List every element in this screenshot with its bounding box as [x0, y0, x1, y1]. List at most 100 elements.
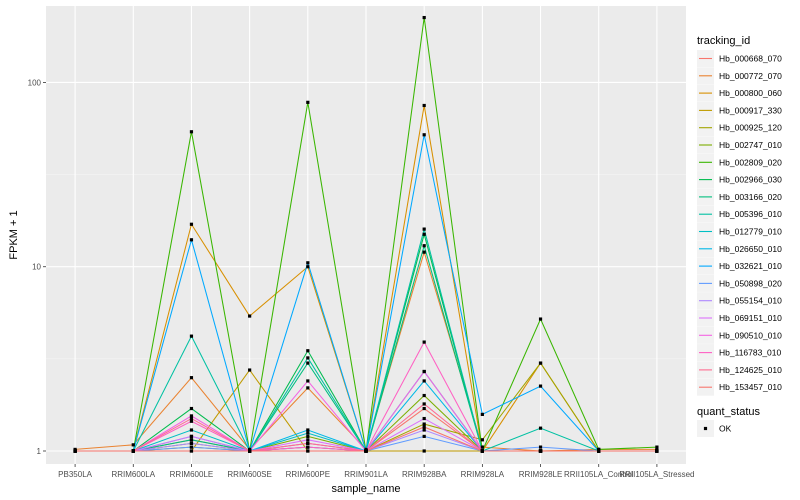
- y-axis: 1 10 100: [28, 78, 46, 456]
- data-point-Hb_012779_010: [189, 428, 194, 432]
- data-point-Hb_000772_070: [306, 386, 310, 390]
- data-point-Hb_050898_020: [189, 445, 194, 449]
- x-axis-title: sample_name: [331, 483, 400, 495]
- x-tick-label: RRII105LA_Stressed: [619, 470, 694, 479]
- data-point-Hb_002809_020: [655, 445, 659, 449]
- data-point-Hb_032621_010: [189, 238, 194, 242]
- y-tick-label: 1: [37, 447, 42, 456]
- data-point-Hb_090510_010: [306, 379, 310, 383]
- x-tick-label: RRIM928LA: [461, 470, 505, 479]
- data-point-Hb_153457_010: [189, 449, 194, 453]
- legend-label: Hb_002809_020: [719, 157, 782, 167]
- x-tick-label: RRIM928BA: [402, 470, 447, 479]
- data-point-Hb_032621_010: [306, 261, 310, 265]
- data-point-Hb_003166_020: [306, 361, 310, 365]
- data-point-Hb_116783_010: [422, 340, 426, 344]
- data-point-Hb_000925_120: [480, 438, 484, 442]
- x-tick-label: RRIM928LE: [519, 470, 563, 479]
- y-tick-label: 100: [28, 78, 42, 87]
- data-point-Hb_050898_020: [538, 445, 543, 449]
- point-legend-marker: [703, 426, 708, 431]
- data-point-Hb_153457_010: [538, 449, 543, 453]
- data-point-Hb_026650_010: [306, 428, 310, 432]
- legend-label: Hb_002747_010: [719, 140, 782, 150]
- data-point-Hb_000772_070: [131, 443, 135, 447]
- data-point-Hb_153457_010: [655, 449, 659, 453]
- data-point-Hb_000800_060: [306, 265, 310, 269]
- legend-label: Hb_012779_010: [719, 227, 782, 237]
- data-point-Hb_000925_120: [422, 422, 426, 426]
- data-point-Hb_026650_010: [422, 379, 426, 383]
- data-point-Hb_069151_010: [422, 416, 426, 421]
- data-point-Hb_002809_020: [306, 100, 310, 104]
- legend-label: Hb_069151_010: [719, 313, 782, 323]
- data-point-Hb_153457_010: [364, 449, 368, 453]
- legend-items: Hb_000668_070 Hb_000772_070 Hb_000800_060 H…: [697, 50, 782, 396]
- data-point-Hb_153457_010: [480, 449, 484, 453]
- data-point-Hb_000668_070: [422, 406, 426, 411]
- data-point-Hb_050898_020: [422, 434, 426, 439]
- data-point-Hb_002747_010: [306, 434, 310, 439]
- y-tick-label: 10: [32, 263, 41, 272]
- data-point-Hb_055154_010: [189, 441, 194, 445]
- legend-label: Hb_000925_120: [719, 123, 782, 133]
- data-point-Hb_069151_010: [306, 438, 310, 442]
- data-point-Hb_032621_010: [480, 412, 484, 416]
- data-point-Hb_000800_060: [248, 314, 252, 318]
- legend-label: Hb_000772_070: [719, 71, 782, 81]
- y-axis-title: FPKM + 1: [8, 210, 20, 259]
- data-point-Hb_124625_010: [422, 402, 426, 406]
- legend: tracking_id Hb_000668_070Hb_000772_070Hb…: [697, 35, 782, 437]
- data-point-Hb_153457_010: [73, 449, 77, 453]
- legend-label: Hb_005396_010: [719, 209, 782, 219]
- data-point-Hb_055154_010: [422, 428, 426, 432]
- x-tick-label: RRIM600SE: [227, 470, 271, 479]
- data-point-Hb_005396_010: [538, 426, 543, 430]
- legend-label: Hb_003166_020: [719, 192, 782, 202]
- data-point-Hb_153457_010: [131, 449, 135, 453]
- data-point-Hb_116783_010: [189, 419, 194, 423]
- data-point-Hb_000800_060: [422, 103, 426, 108]
- data-point-Hb_032621_010: [538, 384, 543, 388]
- data-point-Hb_003166_020: [189, 438, 194, 442]
- data-point-Hb_090510_010: [189, 414, 194, 418]
- x-tick-label: RRIM600PE: [286, 470, 330, 479]
- legend-label: Hb_090510_010: [719, 330, 782, 340]
- data-point-Hb_002966_030: [306, 349, 310, 353]
- x-tick-label: RRII105LA_Control: [564, 470, 634, 479]
- legend-label: Hb_055154_010: [719, 296, 782, 306]
- legend-label: Hb_026650_010: [719, 244, 782, 254]
- legend-label: Hb_002966_030: [719, 175, 782, 185]
- legend-label: Hb_050898_020: [719, 278, 782, 288]
- data-point-Hb_153457_010: [422, 425, 426, 429]
- legend-label: Hb_124625_010: [719, 365, 782, 375]
- data-point-Hb_090510_010: [422, 369, 426, 374]
- data-point-Hb_005396_010: [306, 356, 310, 360]
- data-point-Hb_032621_010: [422, 133, 426, 137]
- x-tick-label: RRIM600LA: [111, 470, 155, 479]
- data-point-Hb_005396_010: [422, 227, 426, 231]
- series-points: [73, 15, 659, 453]
- x-tick-label: PB350LA: [58, 470, 92, 479]
- data-point-Hb_000772_070: [422, 250, 426, 254]
- point-legend-title: quant_status: [697, 406, 760, 418]
- data-point-Hb_000917_330: [248, 368, 252, 372]
- data-point-Hb_153457_010: [248, 449, 252, 453]
- data-point-Hb_124625_010: [306, 441, 310, 445]
- legend-label: Hb_116783_010: [719, 348, 782, 358]
- data-point-Hb_069151_010: [189, 434, 194, 439]
- data-point-Hb_002747_010: [422, 393, 426, 398]
- data-point-Hb_000917_330: [422, 449, 426, 453]
- data-point-Hb_003166_020: [422, 244, 426, 248]
- data-point-Hb_116783_010: [306, 445, 310, 449]
- data-point-Hb_005396_010: [189, 334, 194, 338]
- data-point-Hb_124625_010: [189, 416, 194, 421]
- data-point-Hb_002966_030: [422, 232, 426, 236]
- data-point-Hb_002966_030: [189, 406, 194, 411]
- data-point-Hb_153457_010: [306, 449, 310, 453]
- legend-label: Hb_000800_060: [719, 88, 782, 98]
- legend-label: Hb_032621_010: [719, 261, 782, 271]
- data-point-Hb_002809_020: [189, 130, 194, 134]
- data-point-Hb_012779_010: [306, 431, 310, 435]
